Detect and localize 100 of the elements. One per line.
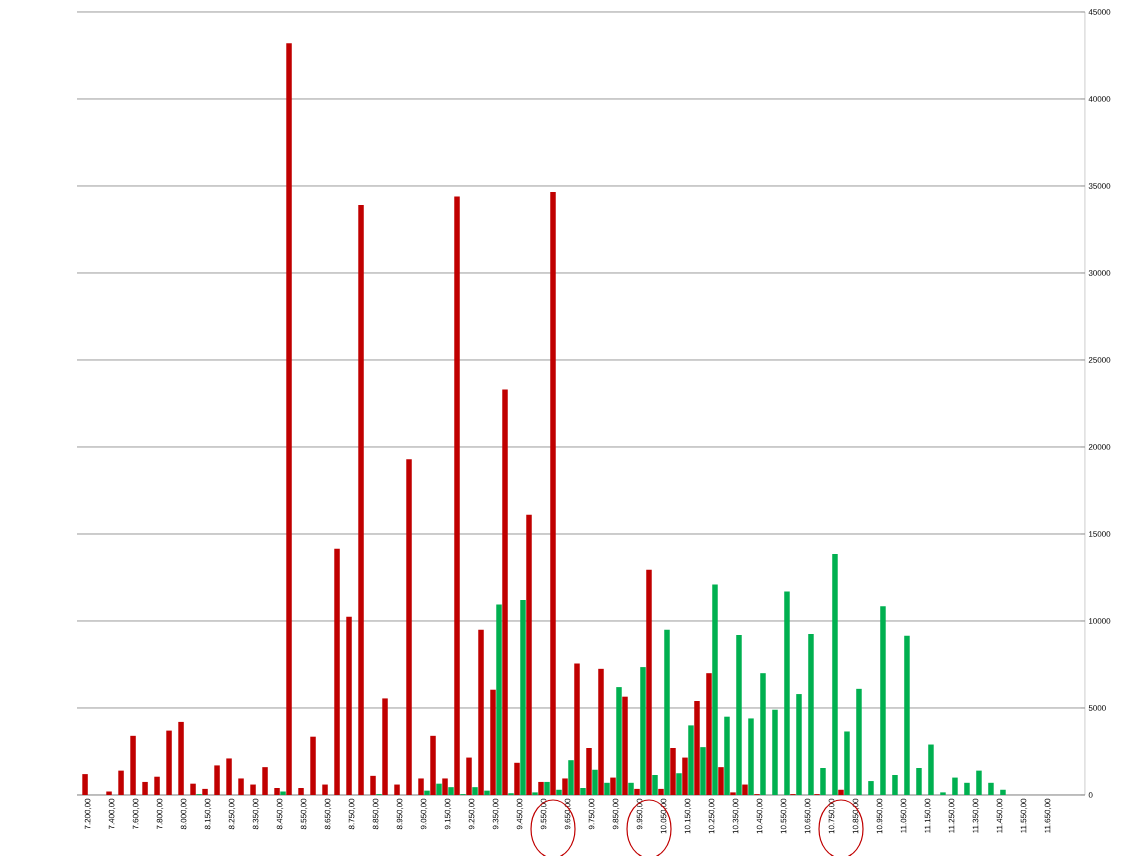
bar xyxy=(310,736,316,795)
bar xyxy=(238,778,244,795)
bar xyxy=(214,765,220,795)
bar xyxy=(496,604,502,795)
bar xyxy=(130,735,136,795)
bar xyxy=(418,778,424,795)
bar xyxy=(712,584,718,795)
bar xyxy=(610,777,616,795)
bar xyxy=(322,784,328,795)
bar xyxy=(892,774,898,795)
bar xyxy=(442,778,448,795)
bar xyxy=(772,709,778,795)
bar xyxy=(628,782,634,795)
bar xyxy=(988,782,994,795)
bar xyxy=(520,600,526,795)
bar xyxy=(556,789,562,795)
bar xyxy=(1000,789,1006,795)
bar xyxy=(550,192,556,795)
bar xyxy=(106,791,112,795)
bar xyxy=(856,688,862,795)
bar xyxy=(118,770,124,795)
bar xyxy=(166,730,172,795)
bar xyxy=(334,548,340,795)
bar xyxy=(646,569,652,795)
bar xyxy=(718,767,724,795)
bar xyxy=(226,758,232,795)
bar xyxy=(664,629,670,795)
bar xyxy=(358,205,364,795)
bar xyxy=(274,788,280,795)
bar xyxy=(688,725,694,795)
bar xyxy=(682,757,688,795)
bar xyxy=(736,634,742,795)
bar xyxy=(478,629,484,795)
bar xyxy=(202,788,208,795)
bar xyxy=(472,787,478,795)
bar xyxy=(844,731,850,795)
bar xyxy=(262,767,268,795)
bar xyxy=(604,782,610,795)
bar xyxy=(538,781,544,795)
bar xyxy=(598,668,604,795)
bar xyxy=(832,553,838,795)
bar xyxy=(178,721,184,795)
bar xyxy=(490,689,496,795)
bar xyxy=(760,673,766,795)
bar xyxy=(514,762,520,795)
bar xyxy=(370,775,376,795)
bar xyxy=(580,788,586,795)
bar xyxy=(640,667,646,795)
bar xyxy=(880,606,886,795)
bar xyxy=(586,748,592,795)
bar xyxy=(700,747,706,795)
bar xyxy=(622,696,628,795)
bar xyxy=(838,789,844,795)
bar xyxy=(484,790,490,795)
bar xyxy=(142,781,148,795)
bar xyxy=(82,774,88,795)
bar xyxy=(808,634,814,795)
bar xyxy=(448,787,454,795)
bar xyxy=(532,792,538,795)
bar xyxy=(952,777,958,795)
bar xyxy=(502,389,508,795)
bar xyxy=(436,783,442,795)
bar xyxy=(694,701,700,795)
bar xyxy=(868,781,874,795)
bar xyxy=(394,784,400,795)
bar xyxy=(748,718,754,795)
bar xyxy=(676,773,682,795)
bar xyxy=(466,757,472,795)
bar xyxy=(928,744,934,795)
bar xyxy=(568,760,574,795)
bar xyxy=(634,788,640,795)
bar xyxy=(616,687,622,795)
bar xyxy=(796,694,802,795)
bar xyxy=(670,748,676,795)
bar xyxy=(916,768,922,795)
bar xyxy=(742,784,748,795)
bar xyxy=(280,791,286,795)
bar xyxy=(454,196,460,795)
bar xyxy=(250,784,256,795)
bar xyxy=(154,776,160,795)
bar xyxy=(730,792,736,795)
bar xyxy=(574,663,580,795)
bar xyxy=(406,459,412,795)
bar xyxy=(724,716,730,795)
bar xyxy=(430,735,436,795)
bar xyxy=(190,783,196,795)
bar xyxy=(544,781,550,795)
bar xyxy=(940,792,946,795)
bar xyxy=(526,514,532,795)
bar xyxy=(562,778,568,795)
bar xyxy=(298,788,304,795)
bar xyxy=(706,673,712,795)
bar xyxy=(784,591,790,795)
bar xyxy=(592,769,598,795)
bar xyxy=(904,635,910,795)
bar xyxy=(346,616,352,795)
bar xyxy=(652,774,658,795)
bar xyxy=(286,43,292,795)
bar xyxy=(820,768,826,795)
bar xyxy=(658,788,664,795)
